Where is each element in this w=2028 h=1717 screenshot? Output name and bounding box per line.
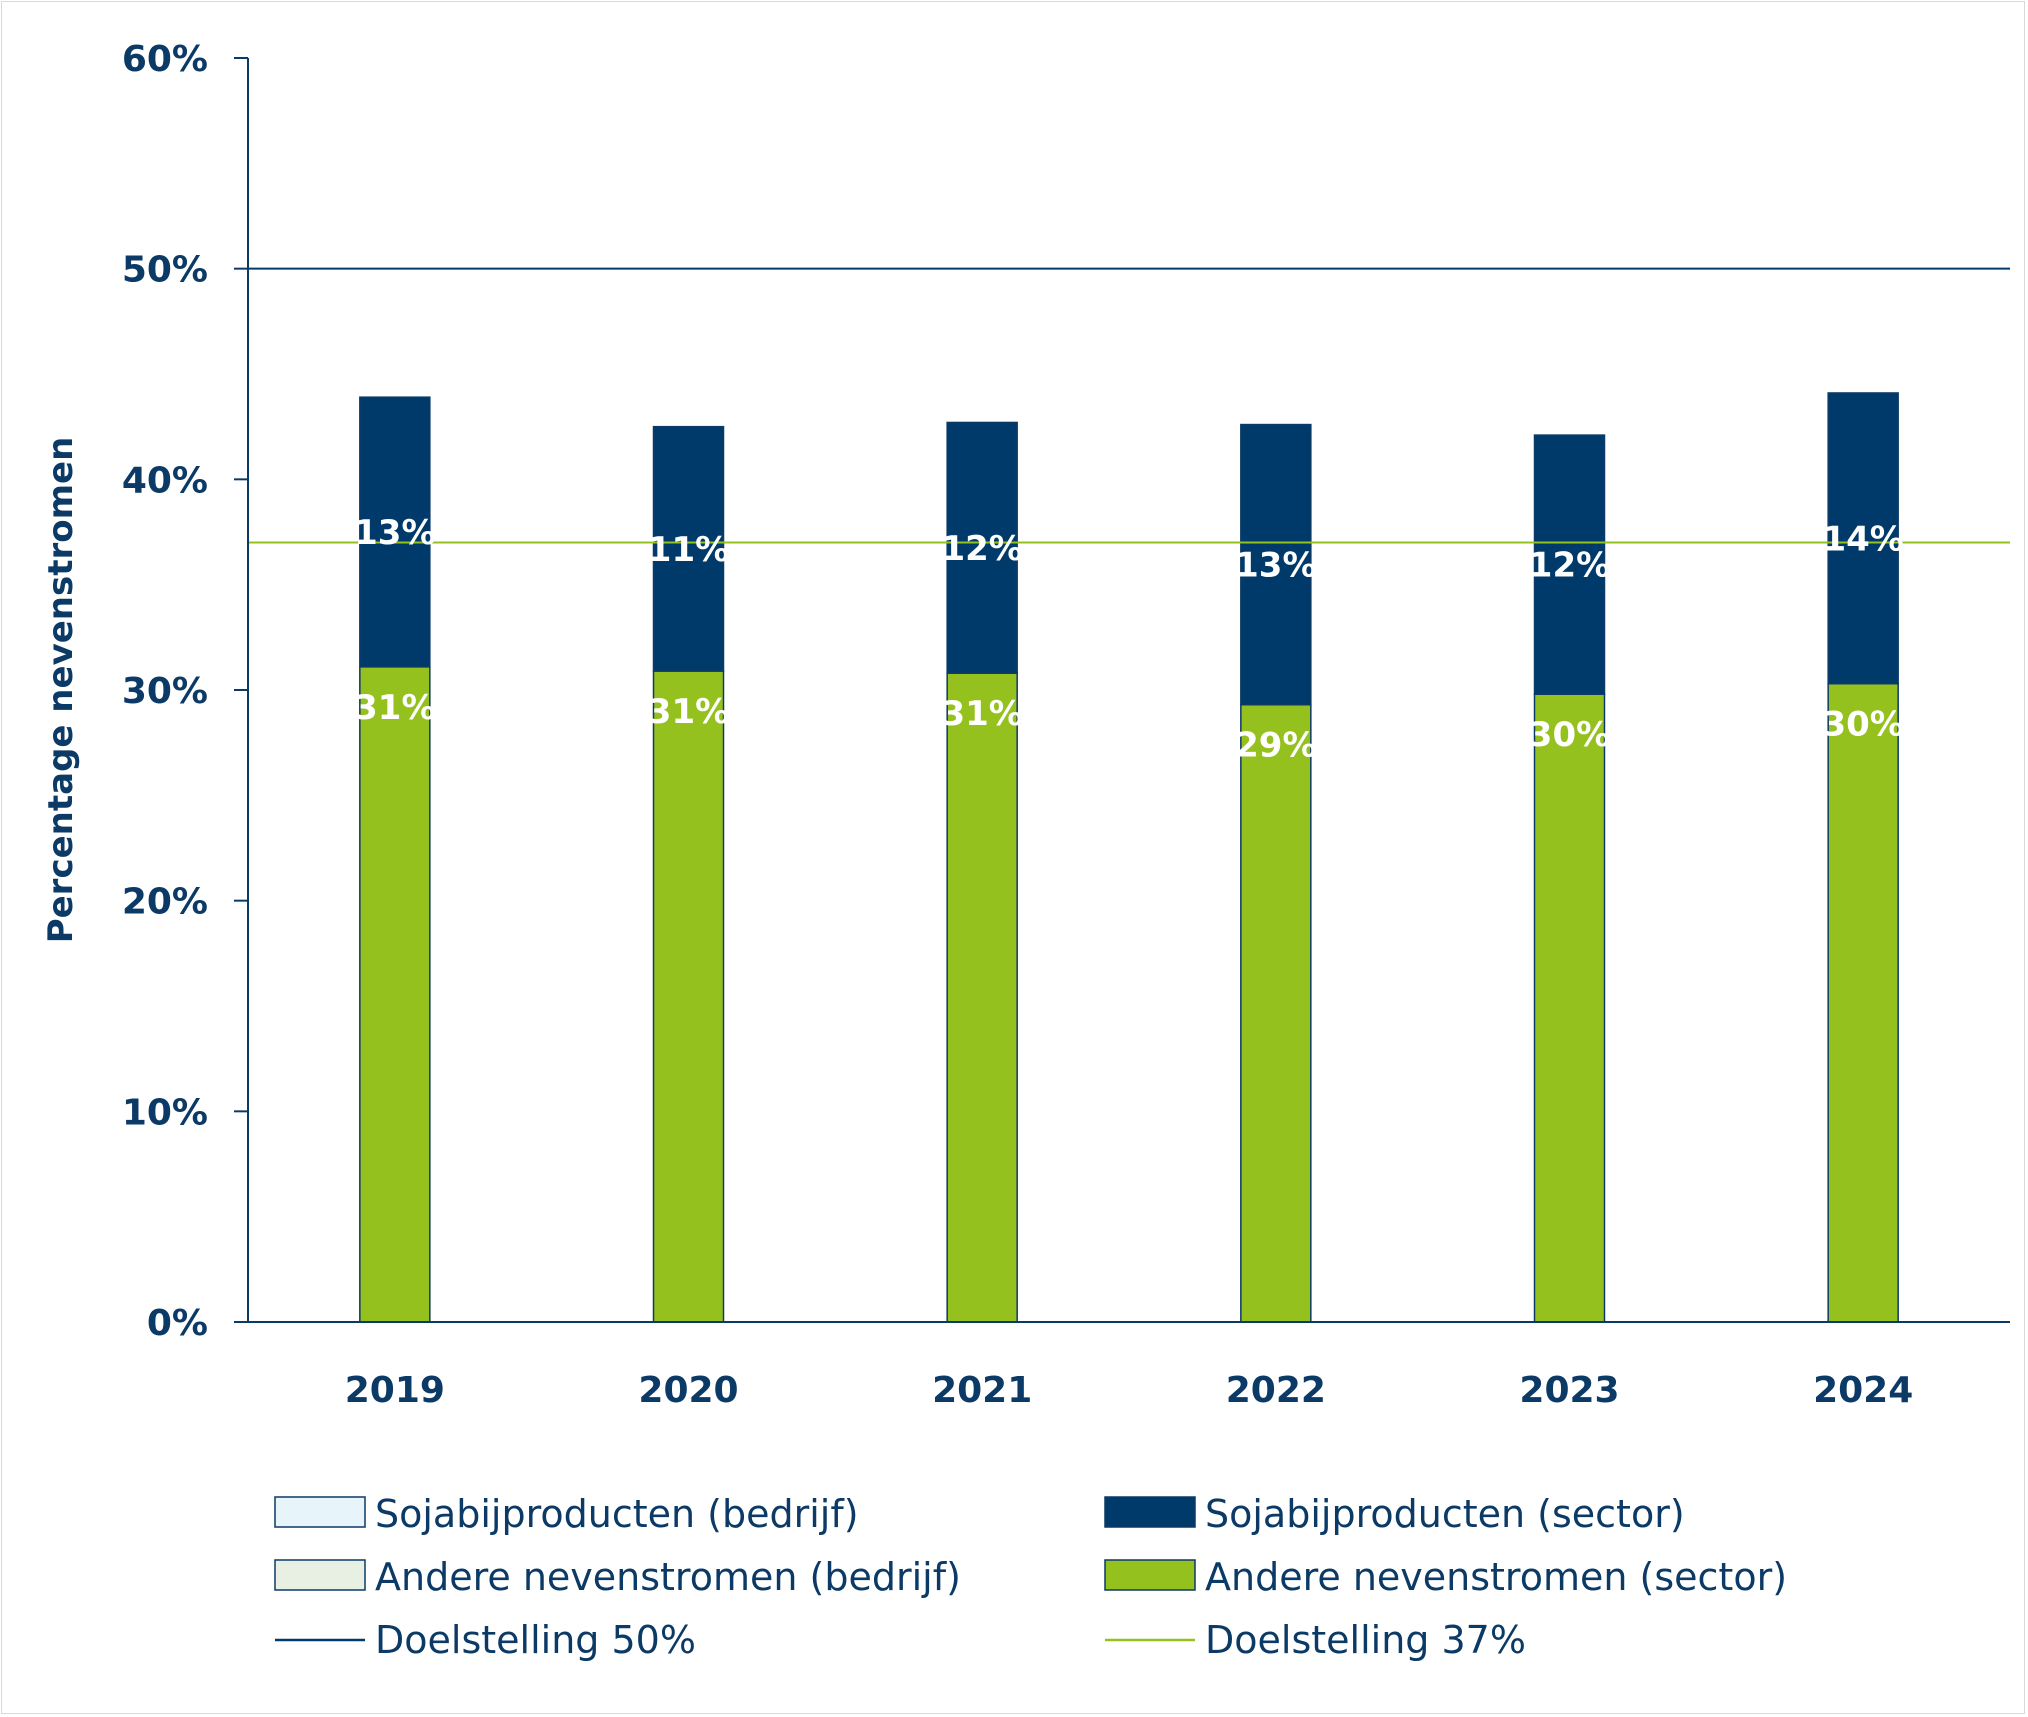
bar-andere-nevenstromen-sector: [359, 666, 431, 1323]
y-tick-label: 40%: [122, 460, 208, 501]
legend-label: Sojabijproducten (sector): [1205, 1492, 1685, 1536]
data-label-sojabijproducten-sector: 13%: [1235, 546, 1316, 586]
y-tick-label: 10%: [122, 1092, 208, 1133]
axes: 0% 10% 20% 30% 40% 50% 60% 2019 2020 2021 2022 2023…: [122, 39, 2010, 1411]
bar-andere-nevenstromen-sector: [1240, 703, 1312, 1323]
data-label-sojabijproducten-sector: 11%: [648, 530, 729, 570]
bar-sojabijproducten-sector: [359, 396, 431, 668]
legend-label: Andere nevenstromen (bedrijf): [375, 1555, 961, 1599]
legend-label: Sojabijproducten (bedrijf): [375, 1492, 859, 1536]
legend-label: Doelstelling 37%: [1205, 1618, 1526, 1662]
legend-label: Andere nevenstromen (sector): [1205, 1555, 1787, 1599]
bar-sojabijproducten-sector: [652, 425, 725, 672]
x-tick-label: 2021: [932, 1370, 1032, 1411]
legend-swatch: [1104, 1559, 1196, 1591]
bar-sojabijproducten-sector: [1533, 434, 1606, 695]
data-label-sojabijproducten-sector: 14%: [1822, 519, 1903, 559]
bar-andere-nevenstromen-sector: [946, 672, 1018, 1323]
data-label-sojabijproducten-sector: 13%: [354, 513, 435, 553]
x-tick-label: 2019: [345, 1370, 445, 1411]
y-axis-title: Percentage nevenstromen: [41, 437, 81, 944]
x-tick-label: 2022: [1226, 1370, 1326, 1411]
y-tick-label: 50%: [122, 250, 208, 291]
y-tick-label: 30%: [122, 671, 208, 712]
data-label-sojabijproducten-sector: 12%: [1529, 546, 1610, 586]
bar-sojabijproducten-sector: [946, 421, 1018, 674]
y-tick-label: 0%: [147, 1303, 208, 1344]
reference-lines: [248, 267, 2010, 544]
data-labels: 13% 31% 11% 31% 12% 31% 13% 29% 12% 30% 14% 30%: [354, 513, 1904, 766]
legend-label: Doelstelling 50%: [375, 1618, 696, 1662]
data-label-andere-nevenstromen-sector: 31%: [648, 692, 729, 732]
bar-andere-nevenstromen-sector: [1533, 693, 1606, 1323]
x-tick-label: 2023: [1519, 1370, 1619, 1411]
data-label-andere-nevenstromen-sector: 29%: [1235, 726, 1316, 766]
bars: [359, 392, 1899, 1323]
y-tick-label: 60%: [122, 39, 208, 80]
legend-swatch: [274, 1496, 366, 1528]
y-tick-label: 20%: [122, 882, 208, 923]
data-label-sojabijproducten-sector: 12%: [941, 529, 1022, 569]
bar-andere-nevenstromen-sector: [1827, 682, 1899, 1323]
bar-andere-nevenstromen-sector: [652, 670, 725, 1323]
legend: Sojabijproducten (bedrijf) Sojabijproduct…: [274, 1492, 1787, 1662]
x-tick-label: 2020: [638, 1370, 738, 1411]
bar-sojabijproducten-sector: [1827, 392, 1899, 685]
data-label-andere-nevenstromen-sector: 31%: [941, 694, 1022, 734]
data-label-andere-nevenstromen-sector: 30%: [1822, 705, 1903, 745]
legend-swatch: [1104, 1496, 1196, 1528]
x-tick-label: 2024: [1813, 1370, 1913, 1411]
data-label-andere-nevenstromen-sector: 30%: [1529, 715, 1610, 755]
legend-swatch: [274, 1559, 366, 1591]
bar-sojabijproducten-sector: [1240, 423, 1312, 706]
data-label-andere-nevenstromen-sector: 31%: [354, 688, 435, 728]
